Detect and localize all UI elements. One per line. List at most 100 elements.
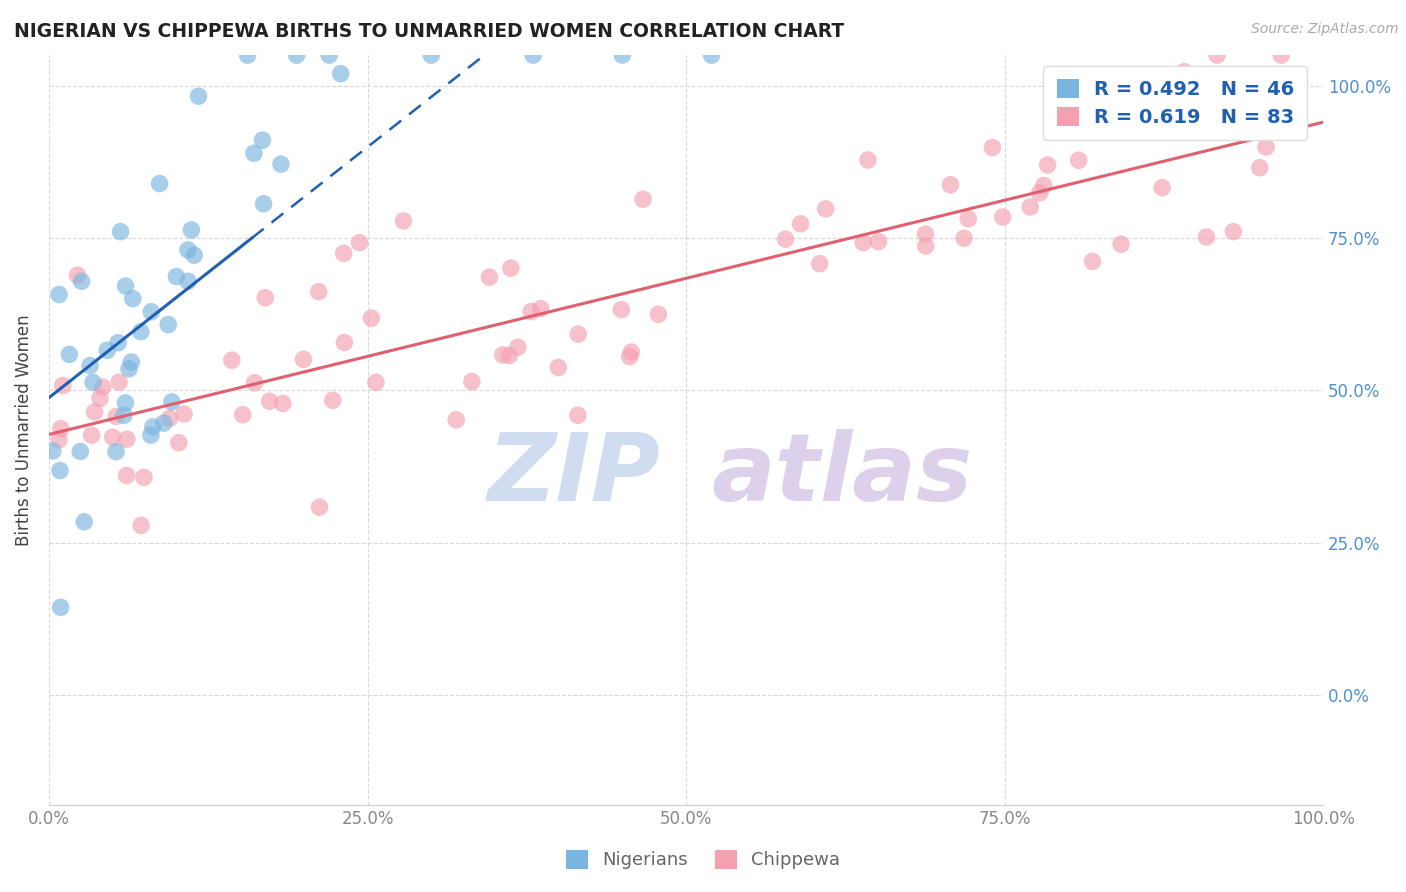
Point [259, 394, 281, 409]
Point [49, 422, 72, 436]
Point [461, 375, 484, 389]
Point [478, 270, 501, 285]
Point [914, 239, 936, 253]
Point [420, 48, 443, 62]
Point [1222, 225, 1244, 239]
Point [619, 350, 641, 364]
Text: atlas: atlas [711, 429, 973, 521]
Point [177, 274, 200, 288]
Point [1067, 153, 1090, 168]
Point [914, 227, 936, 242]
Point [165, 269, 187, 284]
Point [80, 428, 103, 442]
Point [991, 210, 1014, 224]
Point [73, 515, 96, 529]
Point [252, 133, 274, 147]
Text: ZIP: ZIP [488, 429, 661, 521]
Point [142, 420, 165, 434]
Point [173, 407, 195, 421]
Point [332, 246, 354, 260]
Point [254, 291, 277, 305]
Point [530, 301, 553, 316]
Point [252, 196, 274, 211]
Point [789, 217, 811, 231]
Point [42, 444, 65, 458]
Point [177, 243, 200, 257]
Point [520, 304, 543, 318]
Point [149, 177, 172, 191]
Point [1081, 254, 1104, 268]
Point [232, 408, 254, 422]
Point [69, 444, 91, 458]
Point [1271, 75, 1294, 89]
Point [522, 48, 544, 62]
Point [498, 348, 520, 362]
Point [1173, 64, 1195, 78]
Point [631, 192, 654, 206]
Point [107, 335, 129, 350]
Point [66, 268, 89, 283]
Point [308, 285, 330, 299]
Point [1019, 200, 1042, 214]
Point [271, 396, 294, 410]
Point [444, 413, 467, 427]
Point [114, 279, 136, 293]
Point [121, 292, 143, 306]
Point [157, 318, 180, 332]
Point [775, 232, 797, 246]
Point [49, 600, 72, 615]
Point [292, 352, 315, 367]
Point [89, 392, 111, 406]
Point [79, 359, 101, 373]
Point [183, 248, 205, 262]
Point [856, 153, 879, 167]
Point [83, 405, 105, 419]
Point [236, 48, 259, 62]
Point [329, 67, 352, 81]
Point [285, 48, 308, 62]
Point [567, 409, 589, 423]
Point [1249, 161, 1271, 175]
Point [1036, 158, 1059, 172]
Point [808, 257, 831, 271]
Point [48, 287, 70, 301]
Point [814, 202, 837, 216]
Point [360, 311, 382, 326]
Point [1032, 178, 1054, 193]
Point [105, 444, 128, 458]
Point [91, 380, 114, 394]
Point [349, 235, 371, 250]
Point [567, 327, 589, 342]
Point [1152, 180, 1174, 194]
Point [308, 500, 330, 515]
Point [112, 409, 135, 423]
Point [141, 305, 163, 319]
Point [612, 48, 634, 62]
Point [318, 48, 340, 62]
Point [270, 157, 292, 171]
Point [101, 430, 124, 444]
Y-axis label: Births to Unmarried Women: Births to Unmarried Women [15, 314, 32, 546]
Point [114, 396, 136, 410]
Point [1126, 124, 1149, 138]
Point [1254, 140, 1277, 154]
Point [957, 211, 980, 226]
Point [221, 353, 243, 368]
Point [243, 146, 266, 161]
Point [620, 345, 643, 359]
Point [120, 355, 142, 369]
Point [132, 470, 155, 484]
Point [187, 89, 209, 103]
Point [1195, 230, 1218, 244]
Point [139, 428, 162, 442]
Point [110, 225, 132, 239]
Point [392, 214, 415, 228]
Point [333, 335, 356, 350]
Point [58, 347, 80, 361]
Point [118, 361, 141, 376]
Point [70, 274, 93, 288]
Point [939, 178, 962, 192]
Point [115, 432, 138, 446]
Point [1109, 237, 1132, 252]
Point [547, 360, 569, 375]
